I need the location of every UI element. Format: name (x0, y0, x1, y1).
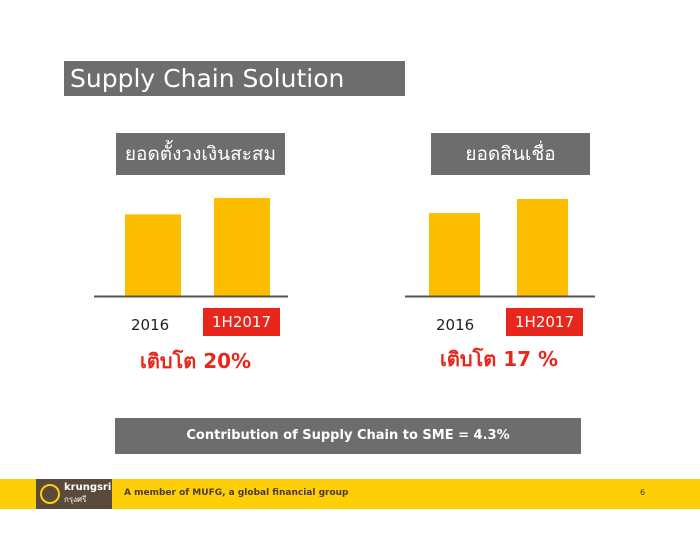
logo-sub: กรุงศรี (64, 495, 87, 504)
logo-emblem-icon (40, 484, 60, 504)
year-label-2016-left: 2016 (131, 316, 170, 334)
chart-label-loans: ยอดสินเชื่อ (431, 133, 590, 175)
krungsri-logo: krungsri กรุงศรี (36, 479, 112, 509)
footer-tagline: A member of MUFG, a global financial gro… (124, 488, 349, 498)
page-title: Supply Chain Solution (64, 61, 405, 96)
chart-label-cumulative-credit-line: ยอดตั้งวงเงินสะสม (116, 133, 285, 175)
bar-1h2017 (517, 199, 568, 296)
logo-name: krungsri (64, 482, 112, 493)
year-label-1h2017-right: 1H2017 (506, 308, 583, 336)
bar-2016 (429, 213, 480, 296)
bar-2016 (125, 214, 181, 296)
footer-bar (0, 479, 700, 509)
year-label-1h2017-left: 1H2017 (203, 308, 280, 336)
growth-label-left: เติบโต 20% (140, 349, 252, 373)
bar-chart-loans (405, 199, 595, 298)
contribution-banner: Contribution of Supply Chain to SME = 4.… (115, 418, 581, 454)
year-label-2016-right: 2016 (436, 316, 475, 334)
growth-label-right: เติบโต 17 % (440, 347, 559, 371)
page-number: 6 (640, 488, 646, 497)
bar-chart-credit-line (94, 198, 288, 298)
bar-1h2017 (214, 198, 270, 296)
